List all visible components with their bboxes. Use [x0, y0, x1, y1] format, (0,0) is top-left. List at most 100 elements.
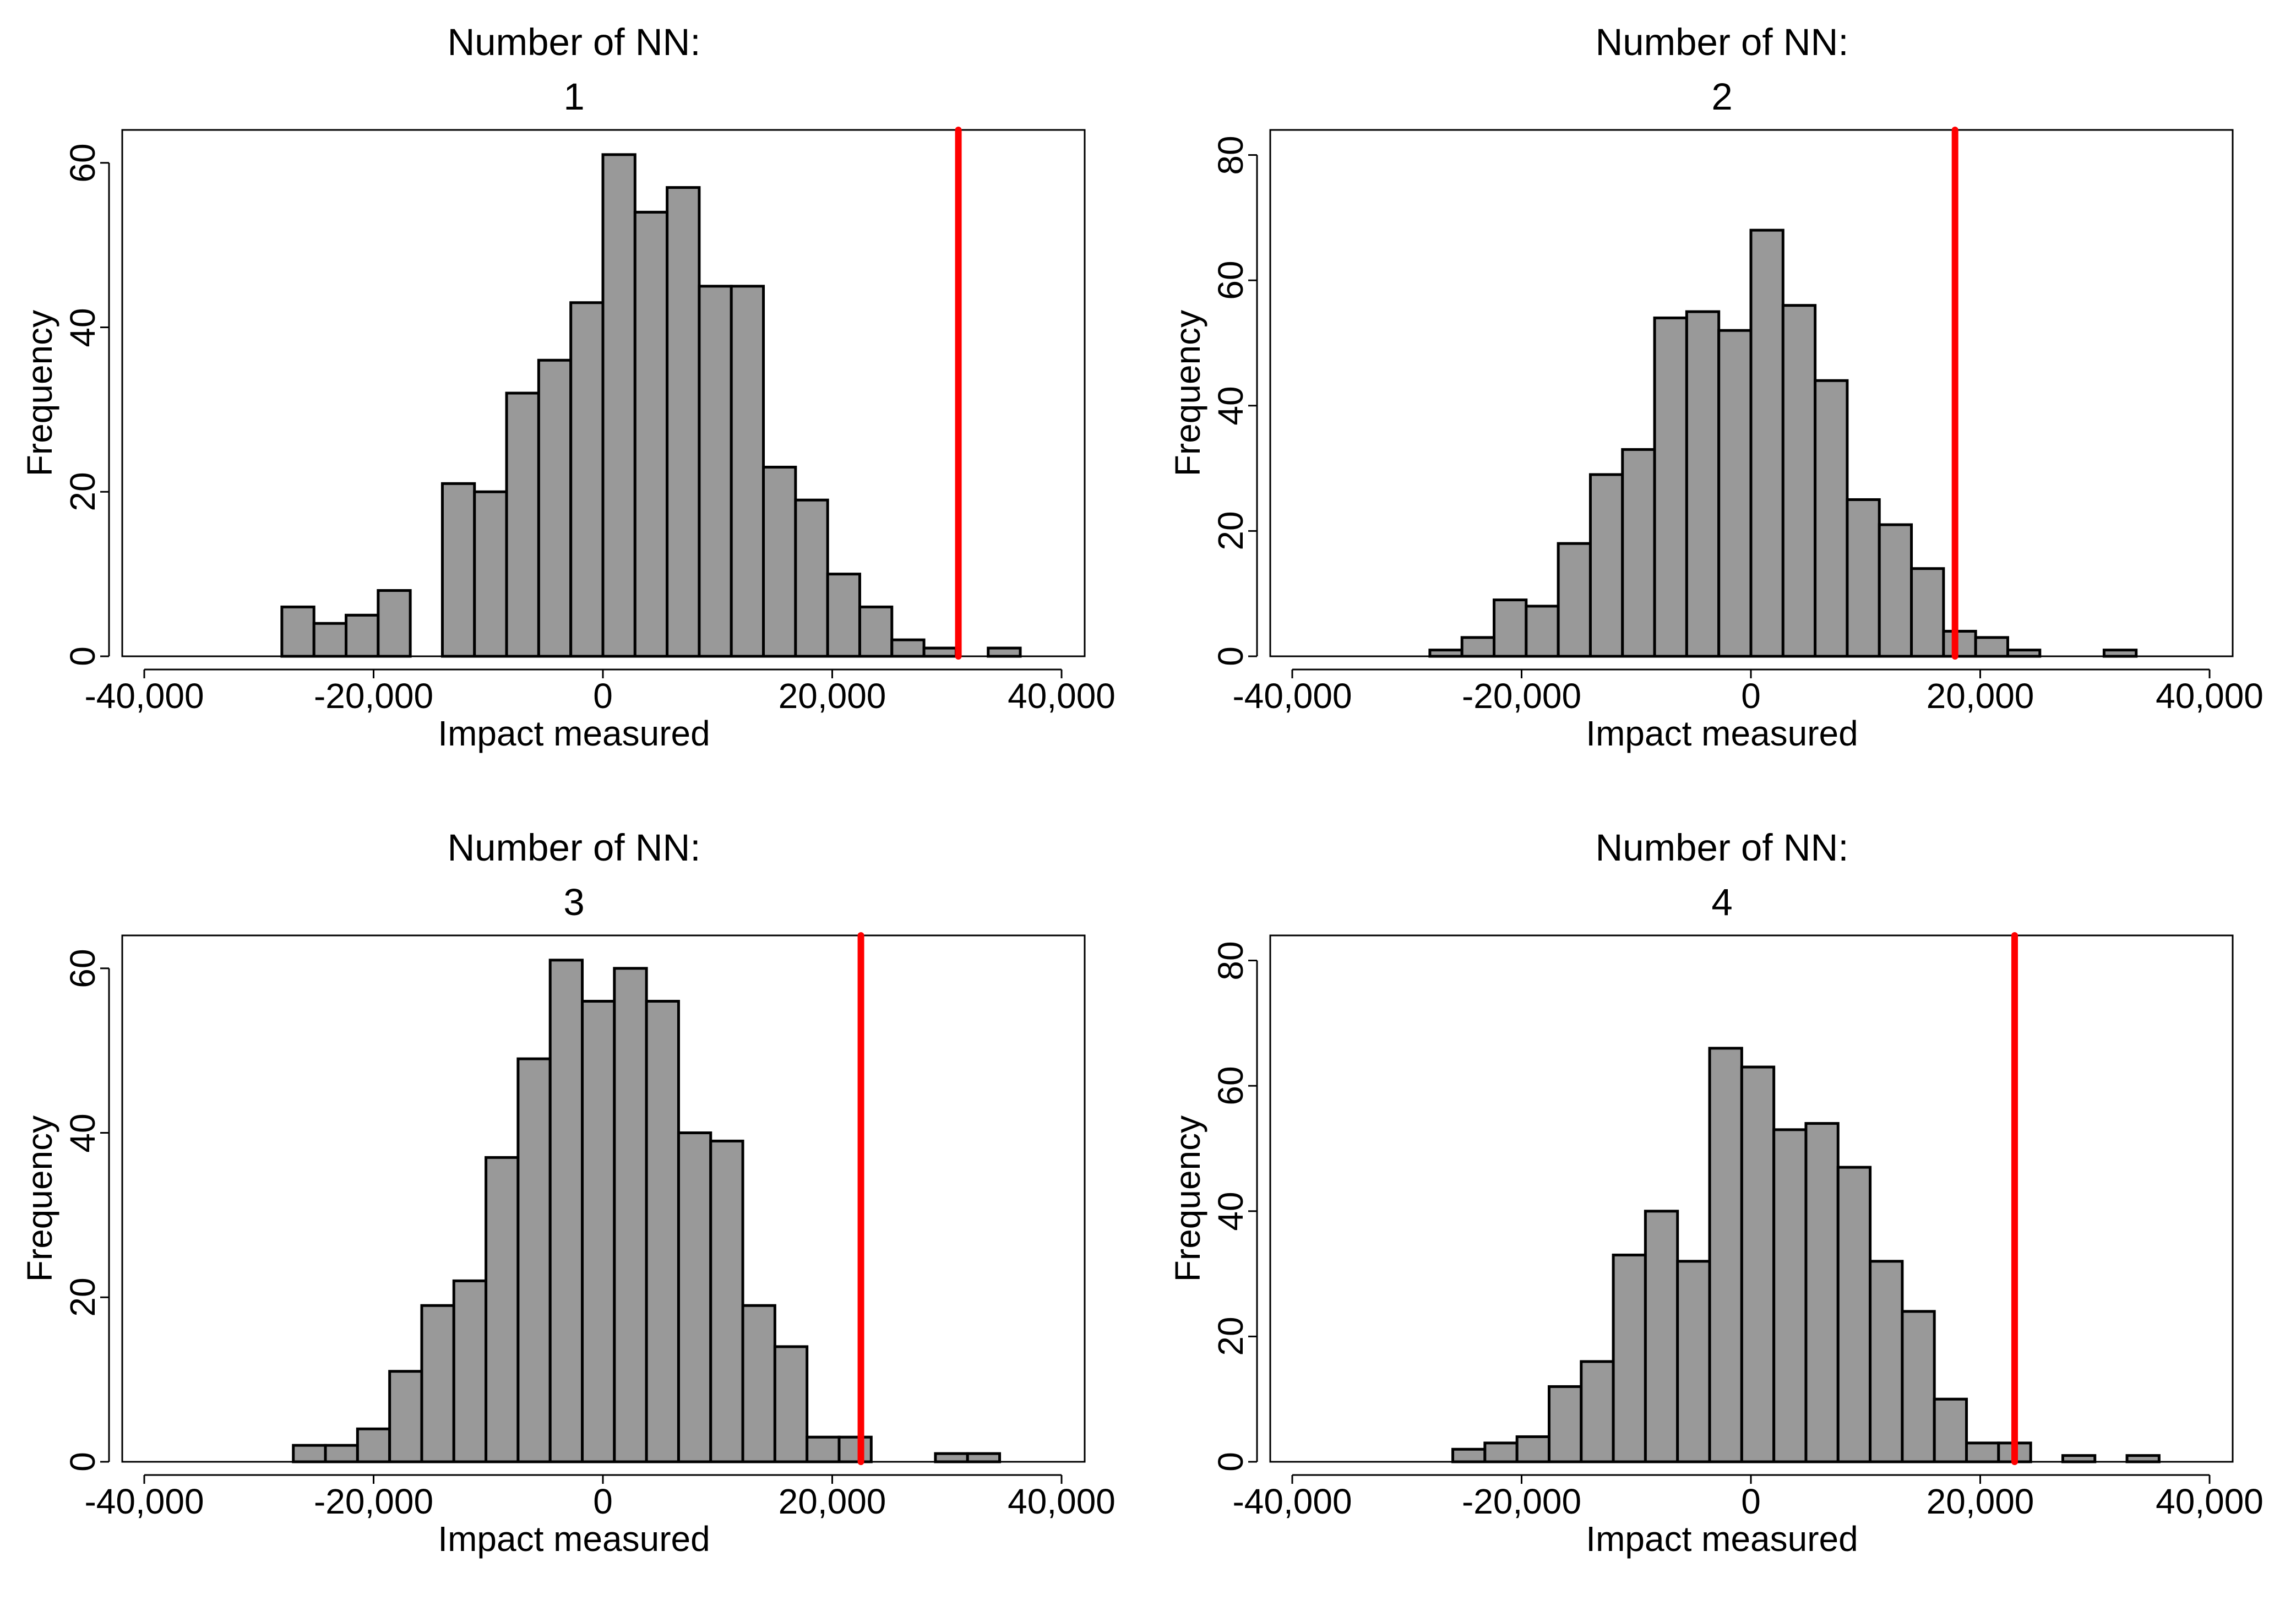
histogram-bar: [548, 959, 584, 1463]
histogram-bar: [677, 1131, 712, 1463]
histogram-bar: [312, 622, 348, 658]
x-tick-label: 40,000: [2156, 1482, 2264, 1521]
chart-title-line1: Number of NN:: [1595, 21, 1849, 63]
histogram-bar: [537, 358, 573, 658]
x-axis-title: Impact measured: [438, 714, 710, 753]
chart-title-line2: 4: [1711, 881, 1733, 923]
histogram-bar: [1580, 1360, 1615, 1463]
histogram-bar: [858, 605, 894, 658]
histogram-svg: [100, 127, 1086, 678]
histogram-bar: [1974, 636, 2009, 658]
histogram-bar: [452, 1279, 488, 1463]
histogram-bar: [1749, 228, 1784, 658]
histogram-bar: [1451, 1447, 1487, 1463]
histogram-bar: [633, 210, 669, 658]
histogram-bar: [1653, 316, 1688, 658]
histogram-bar: [762, 465, 797, 658]
chart-title-line2: 3: [563, 881, 585, 923]
histogram-bar: [1525, 605, 1560, 658]
histogram-bar: [1910, 567, 1945, 658]
y-tick-label: 40: [63, 307, 102, 347]
x-tick-label: -20,000: [313, 676, 434, 716]
histogram-bar: [934, 1452, 969, 1463]
histogram-bar: [645, 1000, 680, 1463]
histogram-bar: [1460, 636, 1496, 658]
y-tick-label: 60: [63, 949, 102, 988]
histogram-bar: [794, 498, 829, 658]
x-tick-label: 40,000: [1008, 1482, 1116, 1521]
histogram-bar: [473, 490, 508, 658]
histogram-bar: [922, 646, 957, 658]
histogram-bar: [581, 1000, 616, 1463]
histogram-bar: [292, 1444, 327, 1463]
histogram-bar: [1933, 1397, 1968, 1463]
y-tick-label: 0: [63, 646, 102, 666]
histogram-bar: [1942, 629, 1977, 658]
x-axis-title: Impact measured: [438, 1519, 710, 1559]
histogram-bar: [1685, 310, 1721, 658]
x-tick-label: -20,000: [313, 1482, 434, 1521]
histogram-bar: [324, 1444, 359, 1463]
histogram-bar: [1428, 649, 1463, 658]
histogram-bar: [741, 1304, 776, 1463]
histogram-bar: [1708, 1047, 1743, 1463]
x-tick-label: 20,000: [778, 1482, 886, 1521]
histogram-bar: [1717, 329, 1753, 658]
y-tick-label: 20: [63, 472, 102, 511]
histogram-bar: [420, 1304, 455, 1463]
histogram-bar: [1846, 498, 1881, 658]
histogram-bar: [1878, 523, 1913, 658]
histogram-panel: -40,000 -20,000 0 20,000 40,000 0 20 40 60 Number…: [0, 805, 1148, 1611]
histogram-bar: [698, 285, 733, 658]
histogram-bar: [1836, 1166, 1872, 1463]
y-tick-label: 40: [63, 1113, 102, 1153]
histogram-bar: [826, 573, 861, 658]
y-tick-label: 0: [1211, 1452, 1250, 1472]
histogram-bar: [377, 589, 412, 658]
histogram-bar: [2102, 649, 2138, 658]
histogram-panel: -40,000 -20,000 0 20,000 40,000 0 20 40 60 Number…: [0, 0, 1148, 805]
histogram-bar: [987, 646, 1022, 658]
y-tick-label: 0: [63, 1452, 102, 1472]
x-tick-label: -40,000: [1232, 676, 1352, 716]
chart-title-line1: Number of NN:: [447, 21, 701, 63]
histogram-bar: [613, 967, 648, 1463]
histogram-bar: [966, 1452, 1002, 1463]
histogram-svg: [100, 932, 1086, 1484]
histogram-bar: [485, 1156, 520, 1463]
histogram-panel: -40,000 -20,000 0 20,000 40,000 0 20 40 60 80 Numb…: [1148, 0, 2296, 805]
x-tick-label: -20,000: [1461, 1482, 1582, 1521]
histogram-bar: [505, 391, 540, 658]
histogram-bar: [356, 1427, 391, 1463]
histogram-bar: [440, 482, 476, 658]
x-tick-label: 0: [1741, 676, 1761, 716]
histogram-bar: [1493, 598, 1528, 658]
y-tick-label: 40: [1211, 386, 1250, 426]
x-tick-label: 0: [1741, 1482, 1761, 1521]
histogram-bar: [2006, 649, 2042, 658]
y-tick-label: 40: [1211, 1191, 1250, 1231]
histogram-bar: [1869, 1260, 1904, 1463]
histogram-bar: [709, 1139, 744, 1463]
histogram-bar: [1588, 473, 1624, 658]
histogram-bar: [1901, 1310, 1936, 1463]
x-tick-label: 20,000: [1926, 1482, 2034, 1521]
histogram-bar: [345, 613, 380, 658]
y-tick-label: 0: [1211, 646, 1250, 666]
x-tick-label: 40,000: [2156, 676, 2264, 716]
y-tick-label: 60: [1211, 260, 1250, 300]
histogram-bar: [388, 1370, 423, 1463]
x-tick-label: -40,000: [1232, 1482, 1352, 1521]
y-axis-title: Frequency: [20, 1115, 59, 1282]
y-axis-title: Frequency: [20, 309, 59, 477]
histogram-bar: [890, 638, 926, 658]
y-axis-title: Frequency: [1168, 1115, 1207, 1282]
x-tick-label: 0: [593, 1482, 613, 1521]
y-tick-label: 80: [1211, 135, 1250, 175]
histogram-bar: [773, 1345, 809, 1463]
histogram-svg: [1248, 127, 2234, 678]
histogram-bar: [1557, 542, 1592, 658]
histogram-bar: [730, 285, 765, 658]
y-tick-label: 20: [1211, 1316, 1250, 1356]
